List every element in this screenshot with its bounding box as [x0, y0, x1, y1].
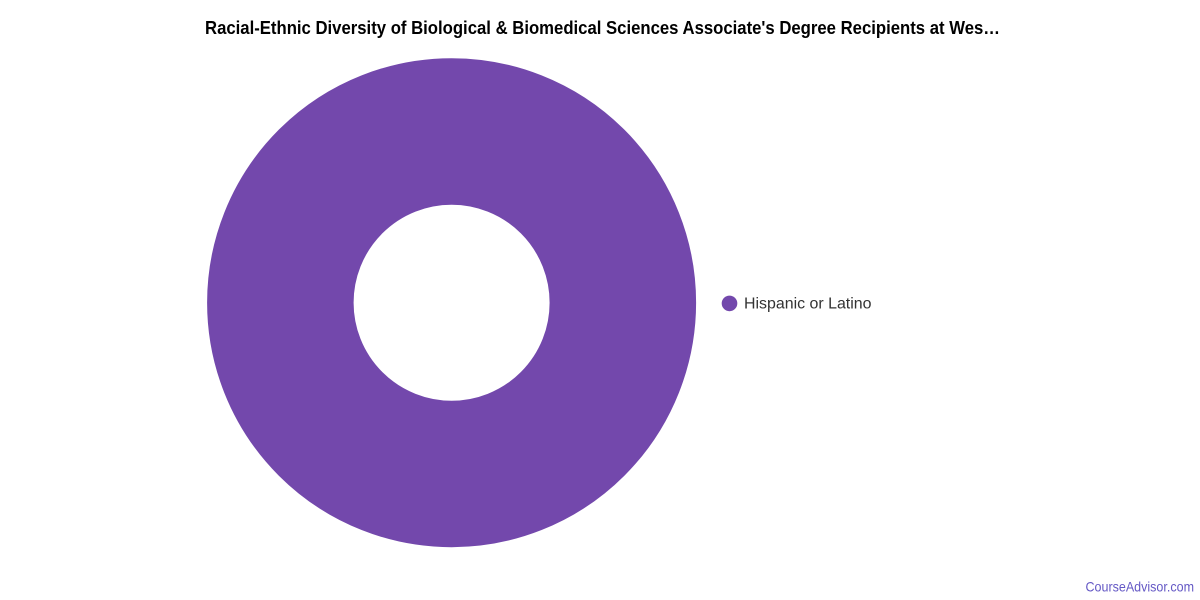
svg-text:Racial-Ethnic Diversity of Bio: Racial-Ethnic Diversity of Biological & …: [205, 18, 1000, 38]
svg-text:CourseAdvisor.com: CourseAdvisor.com: [1086, 579, 1195, 595]
svg-text:Hispanic or Latino: Hispanic or Latino: [744, 296, 872, 313]
